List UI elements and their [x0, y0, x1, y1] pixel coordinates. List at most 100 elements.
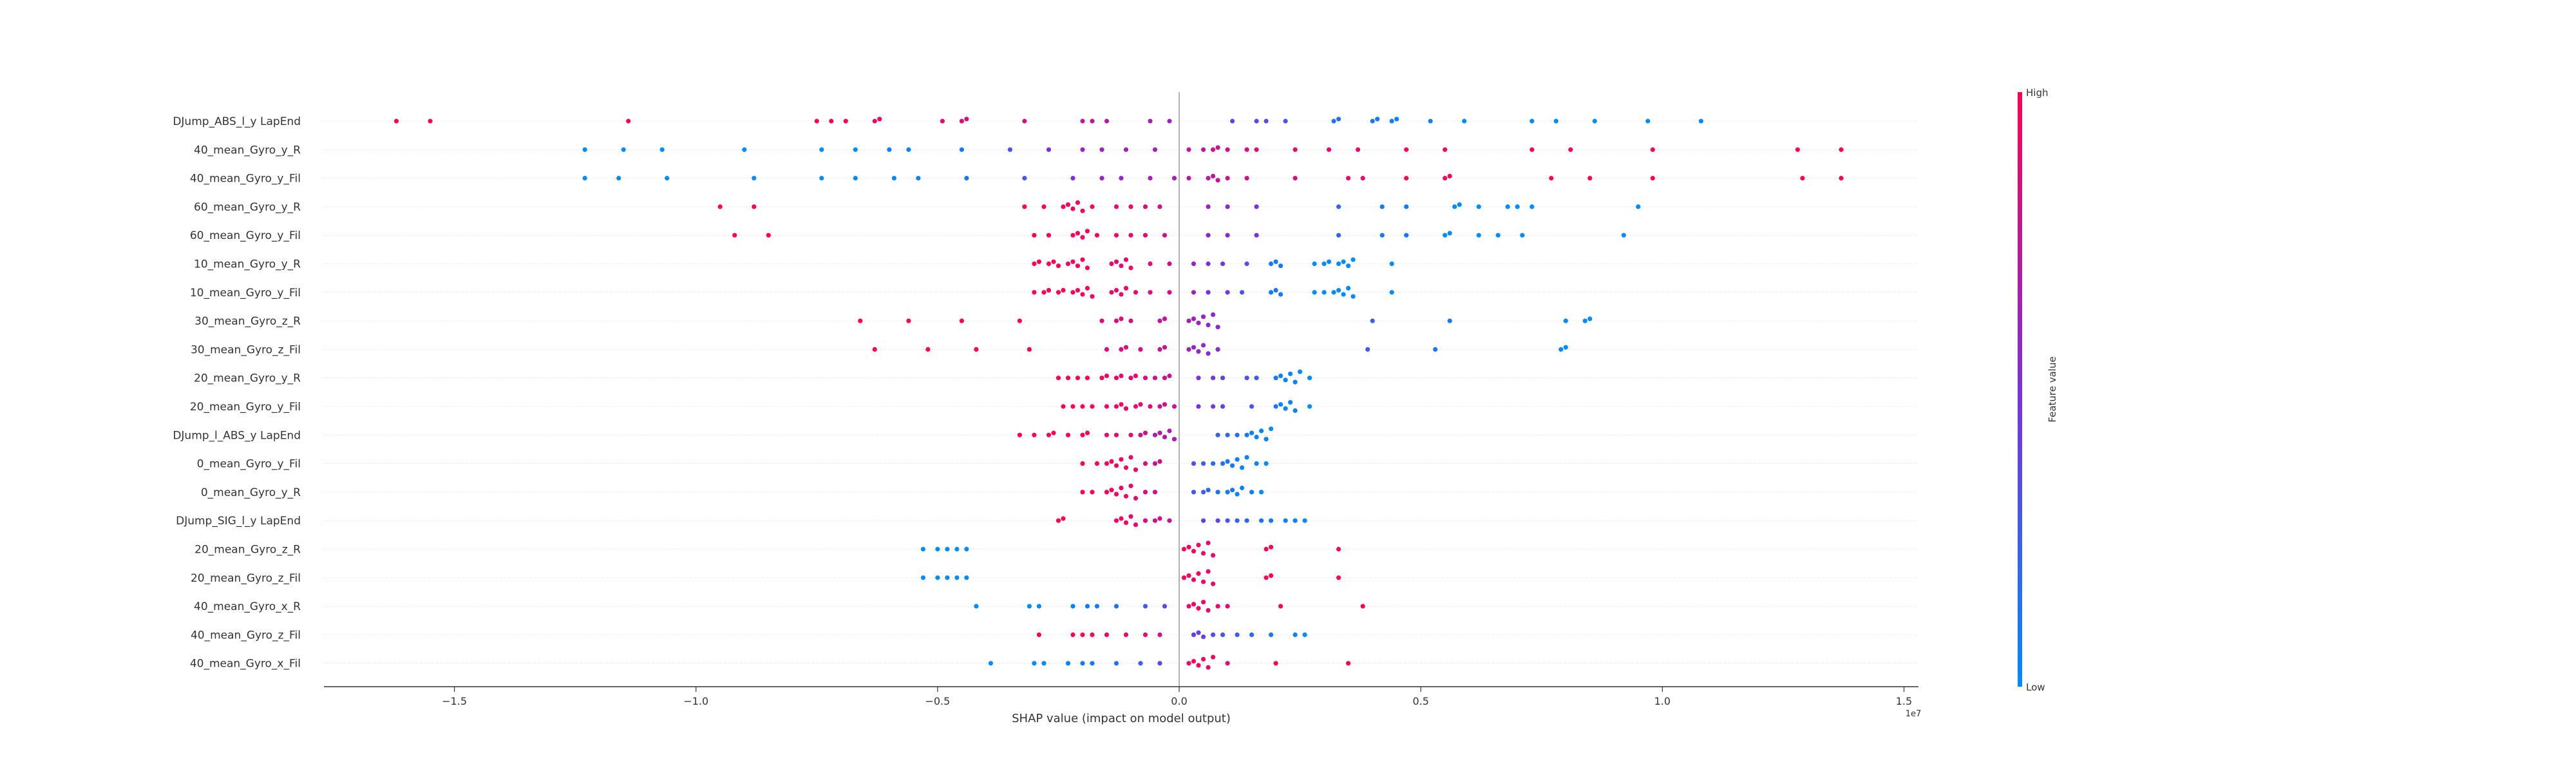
shap-point — [1215, 145, 1220, 150]
shap-point — [1056, 263, 1061, 269]
shap-point — [1283, 119, 1288, 124]
shap-point — [1346, 661, 1351, 666]
shap-point — [1244, 261, 1249, 267]
shap-point — [1032, 432, 1037, 437]
shap-point — [1220, 376, 1226, 381]
shap-point — [1293, 408, 1298, 414]
shap-point — [1269, 544, 1274, 549]
shap-point — [959, 147, 964, 152]
shap-point — [1259, 518, 1264, 523]
shap-point — [1394, 117, 1399, 122]
shap-point — [1298, 369, 1303, 374]
shap-point — [1495, 233, 1501, 238]
shap-point — [1515, 204, 1520, 209]
shap-point — [1133, 290, 1139, 295]
shap-point — [1360, 604, 1365, 609]
shap-point — [1080, 432, 1085, 437]
shap-point — [1061, 288, 1066, 293]
shap-point — [1113, 463, 1119, 468]
shap-point — [1476, 233, 1481, 238]
shap-point — [1128, 432, 1133, 437]
shap-point — [1254, 147, 1259, 152]
feature-label: 40_mean_Gyro_x_R — [194, 600, 301, 613]
shap-point — [1104, 119, 1110, 124]
shap-point — [1191, 549, 1197, 554]
shap-point — [1341, 259, 1346, 264]
shap-point — [1206, 488, 1211, 493]
shap-point — [1119, 373, 1124, 379]
shap-point — [1138, 432, 1143, 437]
shap-point — [1235, 518, 1240, 523]
shap-point — [1264, 119, 1269, 124]
shap-point — [1080, 234, 1085, 240]
shap-point — [1157, 459, 1162, 464]
colorbar-low-label: Low — [2026, 682, 2045, 693]
shap-point — [1128, 514, 1133, 519]
shap-point — [1443, 233, 1448, 238]
shap-point — [1273, 376, 1278, 381]
shap-point — [1476, 204, 1481, 209]
shap-point — [964, 117, 969, 122]
shap-point — [964, 546, 969, 552]
shap-point — [1123, 406, 1129, 411]
shap-point — [1080, 208, 1085, 213]
shap-point — [1249, 430, 1255, 435]
shap-point — [1056, 376, 1061, 381]
shap-point — [1104, 432, 1110, 437]
shap-point — [1119, 316, 1124, 321]
shap-point — [1196, 542, 1201, 548]
shap-point — [1142, 461, 1148, 466]
feature-label: 30_mean_Gyro_z_Fil — [191, 343, 301, 356]
shap-point — [1341, 292, 1346, 297]
shap-point — [1090, 632, 1095, 638]
shap-point — [1201, 656, 1206, 662]
shap-point — [1191, 602, 1197, 607]
shap-point — [1113, 318, 1119, 323]
shap-point — [1215, 490, 1220, 495]
shap-point — [1046, 288, 1052, 293]
shap-point — [1094, 461, 1100, 466]
shap-point — [1244, 376, 1249, 381]
shap-point — [1636, 204, 1641, 209]
shap-point — [1264, 546, 1269, 552]
shap-point — [428, 119, 433, 124]
shap-point — [1123, 147, 1129, 152]
shap-point — [1128, 483, 1133, 488]
shap-point — [1075, 231, 1081, 236]
shap-point — [1032, 290, 1037, 295]
shap-point — [1046, 432, 1052, 437]
shap-point — [1070, 206, 1075, 211]
shap-point — [742, 147, 747, 152]
feature-label: 40_mean_Gyro_y_Fil — [190, 173, 301, 186]
shap-point — [1032, 233, 1037, 238]
shap-point — [1278, 292, 1283, 297]
shap-point — [1065, 261, 1071, 267]
shap-point — [1650, 147, 1655, 152]
shap-point — [1128, 376, 1133, 381]
shap-point — [1549, 176, 1554, 181]
shap-point — [1123, 465, 1129, 470]
shap-point — [1447, 231, 1452, 236]
shap-point — [1113, 259, 1119, 264]
shap-point — [1206, 665, 1211, 670]
shap-point — [1215, 178, 1220, 183]
shap-point — [1046, 261, 1052, 267]
shap-point — [1113, 404, 1119, 409]
shap-point — [1084, 604, 1090, 609]
shap-point — [1220, 261, 1226, 267]
shap-point — [1186, 661, 1191, 666]
shap-point — [1331, 290, 1336, 295]
shap-point — [1148, 290, 1153, 295]
shap-point — [1080, 632, 1085, 638]
shap-point — [877, 117, 882, 122]
shap-point — [1162, 434, 1168, 440]
shap-point — [1336, 117, 1341, 122]
shap-point — [1327, 147, 1332, 152]
shap-point — [1302, 518, 1307, 523]
shap-point — [1220, 404, 1226, 409]
shap-point — [1075, 263, 1081, 269]
shap-point — [1080, 147, 1085, 152]
shap-point — [1269, 632, 1274, 638]
shap-point — [1235, 491, 1240, 497]
shap-point — [1119, 292, 1124, 297]
